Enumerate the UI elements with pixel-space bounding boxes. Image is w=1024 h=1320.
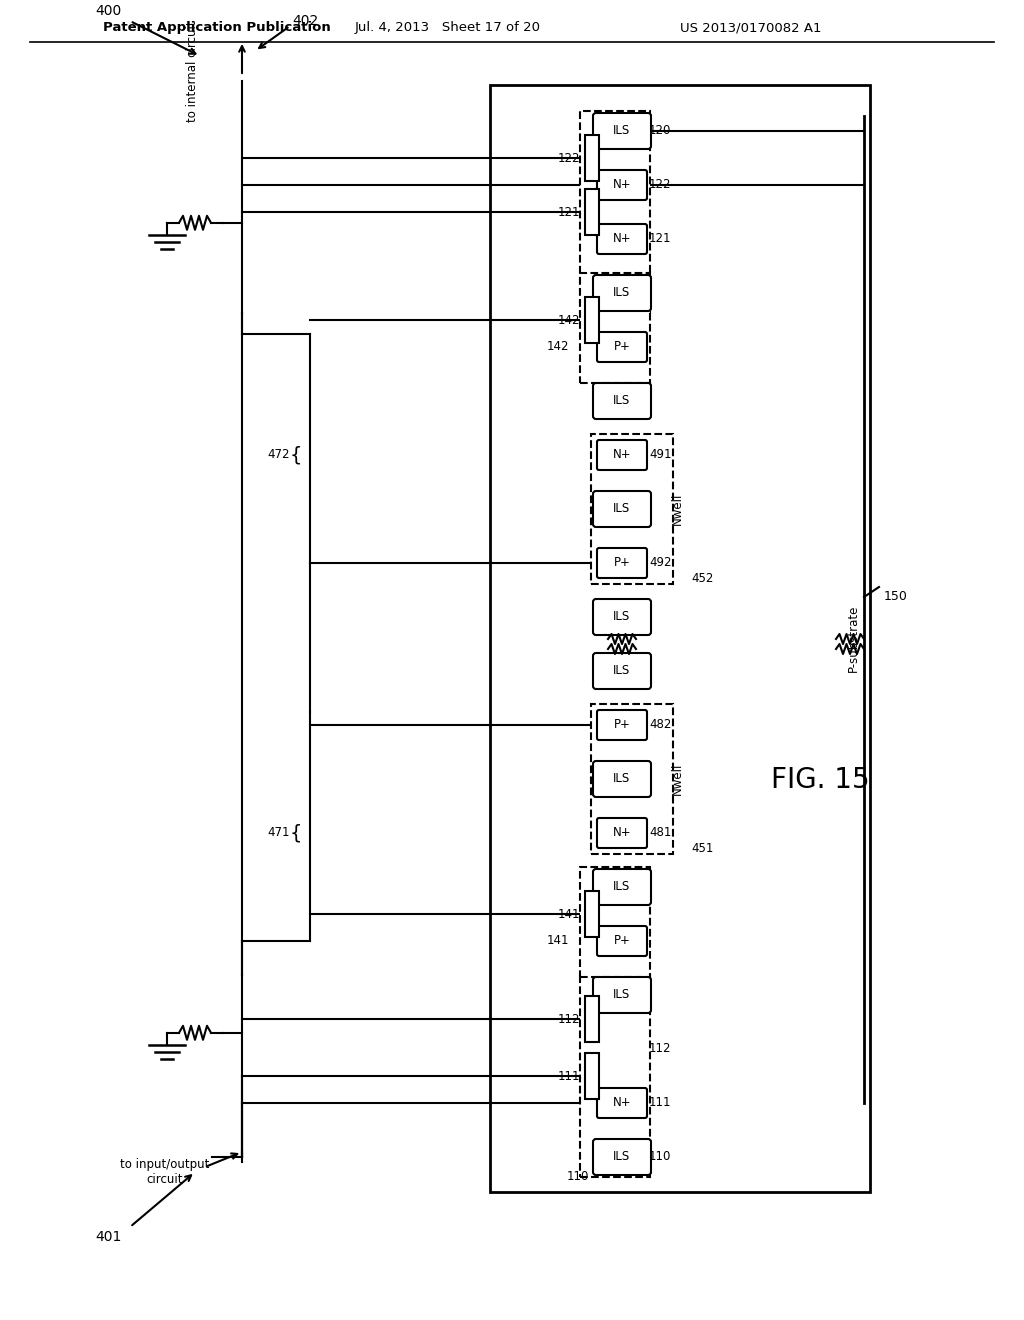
Text: N+: N+ <box>612 449 632 462</box>
Text: 400: 400 <box>95 4 121 18</box>
Text: 482: 482 <box>649 718 672 731</box>
Bar <box>585 1053 599 1100</box>
Bar <box>585 891 599 937</box>
Text: P+: P+ <box>613 557 631 569</box>
FancyBboxPatch shape <box>597 333 647 362</box>
Bar <box>591 434 673 583</box>
Text: 120: 120 <box>649 124 672 137</box>
Text: 452: 452 <box>691 573 714 586</box>
Text: 142: 142 <box>547 341 569 354</box>
Text: N+: N+ <box>612 178 632 191</box>
FancyBboxPatch shape <box>597 170 647 201</box>
Bar <box>580 867 650 977</box>
FancyBboxPatch shape <box>593 977 651 1012</box>
Text: 451: 451 <box>691 842 714 855</box>
Text: 492: 492 <box>649 557 672 569</box>
FancyBboxPatch shape <box>597 548 647 578</box>
Text: Patent Application Publication: Patent Application Publication <box>103 21 331 34</box>
FancyBboxPatch shape <box>593 869 651 906</box>
Text: 141: 141 <box>557 908 580 920</box>
Text: 121: 121 <box>557 206 580 219</box>
Text: 112: 112 <box>649 1043 672 1056</box>
FancyBboxPatch shape <box>593 275 651 312</box>
Bar <box>490 84 870 1192</box>
Text: ILS: ILS <box>613 286 631 300</box>
Bar <box>580 975 650 1177</box>
Text: 122: 122 <box>649 178 672 191</box>
FancyBboxPatch shape <box>597 224 647 253</box>
Text: US 2013/0170082 A1: US 2013/0170082 A1 <box>680 21 821 34</box>
FancyBboxPatch shape <box>597 710 647 741</box>
Text: Nwell: Nwell <box>671 492 683 525</box>
Text: 491: 491 <box>649 449 672 462</box>
Text: 150: 150 <box>884 590 908 603</box>
Text: ILS: ILS <box>613 880 631 894</box>
Text: 472: 472 <box>267 449 290 462</box>
Text: ILS: ILS <box>613 395 631 408</box>
FancyBboxPatch shape <box>597 440 647 470</box>
FancyBboxPatch shape <box>593 114 651 149</box>
Bar <box>585 997 599 1043</box>
Text: P+: P+ <box>613 718 631 731</box>
Text: ILS: ILS <box>613 503 631 516</box>
Text: ILS: ILS <box>613 610 631 623</box>
Text: 121: 121 <box>649 232 672 246</box>
Bar <box>585 297 599 343</box>
Text: 122: 122 <box>557 152 580 165</box>
Text: ILS: ILS <box>613 1151 631 1163</box>
Text: N+: N+ <box>612 232 632 246</box>
Text: {: { <box>290 824 302 842</box>
FancyBboxPatch shape <box>593 762 651 797</box>
Bar <box>580 273 650 383</box>
Text: ILS: ILS <box>613 124 631 137</box>
Text: Jul. 4, 2013   Sheet 17 of 20: Jul. 4, 2013 Sheet 17 of 20 <box>355 21 541 34</box>
Text: 402: 402 <box>292 15 318 28</box>
Text: 110: 110 <box>566 1171 589 1184</box>
Text: FIG. 15: FIG. 15 <box>771 766 869 795</box>
Text: Nwell: Nwell <box>671 763 683 795</box>
FancyBboxPatch shape <box>593 653 651 689</box>
Text: 481: 481 <box>649 826 672 840</box>
Text: ILS: ILS <box>613 772 631 785</box>
Bar <box>591 704 673 854</box>
FancyBboxPatch shape <box>597 1088 647 1118</box>
FancyBboxPatch shape <box>593 1139 651 1175</box>
Text: 142: 142 <box>557 314 580 326</box>
Bar <box>580 111 650 313</box>
Text: 111: 111 <box>557 1069 580 1082</box>
Text: {: { <box>290 446 302 465</box>
FancyBboxPatch shape <box>593 599 651 635</box>
FancyBboxPatch shape <box>593 383 651 418</box>
Text: N+: N+ <box>612 826 632 840</box>
Bar <box>585 189 599 235</box>
Text: 112: 112 <box>557 1012 580 1026</box>
Text: ILS: ILS <box>613 989 631 1002</box>
FancyBboxPatch shape <box>593 491 651 527</box>
Text: to internal circuit: to internal circuit <box>186 20 200 121</box>
Bar <box>585 135 599 181</box>
Text: 401: 401 <box>95 1230 121 1243</box>
Text: 141: 141 <box>547 935 569 948</box>
Text: 110: 110 <box>649 1151 672 1163</box>
Text: P+: P+ <box>613 935 631 948</box>
Text: to input/output
circuit: to input/output circuit <box>120 1158 210 1185</box>
FancyBboxPatch shape <box>597 818 647 847</box>
FancyBboxPatch shape <box>597 927 647 956</box>
Text: ILS: ILS <box>613 664 631 677</box>
Text: P+: P+ <box>613 341 631 354</box>
Text: N+: N+ <box>612 1097 632 1110</box>
Text: 111: 111 <box>649 1097 672 1110</box>
Text: P-substrate: P-substrate <box>847 605 859 672</box>
Text: 471: 471 <box>267 826 290 840</box>
